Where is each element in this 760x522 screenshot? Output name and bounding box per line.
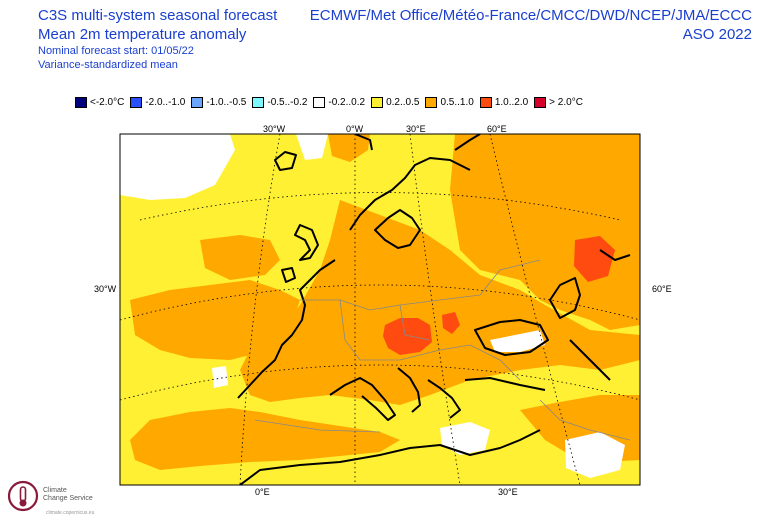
map-frame [119, 133, 641, 486]
country-borders [254, 259, 631, 441]
legend-swatch [252, 96, 265, 108]
copernicus-logo: Climate Change Service climate.copernicu… [6, 478, 116, 518]
legend-item: -1.0..-0.5 [191, 96, 247, 108]
climate-service-icon [7, 480, 39, 512]
legend-label: -1.0..-0.5 [206, 96, 247, 108]
anomaly-region-med [130, 408, 400, 470]
anomaly-region-north-atlantic [200, 235, 280, 280]
legend-label: <-2.0°C [90, 96, 125, 108]
anomaly-region-east [450, 134, 640, 330]
season-label: ASO 2022 [682, 26, 752, 43]
legend-item: 0.2..0.5 [371, 96, 420, 108]
statistic-label: Variance-standardized mean [38, 59, 178, 71]
title-block-right: ECMWF/Met Office/Météo-France/CMCC/DWD/N… [310, 6, 752, 44]
legend-swatch [371, 96, 384, 108]
legend-item: -0.5..-0.2 [252, 96, 308, 108]
lon-label-0: 0°W [346, 124, 364, 134]
legend-item: -0.2..0.2 [313, 96, 366, 108]
legend-swatch [130, 96, 143, 108]
legend-item: > 2.0°C [534, 96, 583, 108]
anomaly-region-central [240, 200, 640, 405]
logo-text: Climate Change Service [43, 487, 93, 502]
legend-item: 1.0..2.0 [479, 96, 529, 108]
neutral-patch-sw-atlantic [212, 366, 228, 388]
anomaly-hotspot-ukraine [442, 312, 460, 334]
coastlines [237, 134, 631, 485]
anomaly-hotspot-siberia [574, 236, 615, 282]
forecast-start: Nominal forecast start: 01/05/22 [38, 45, 194, 57]
lat-label-left: 30°W [94, 284, 117, 294]
anomaly-region-arctic [328, 134, 370, 162]
graticule [120, 134, 640, 485]
lon-label-30w: 30°W [263, 124, 286, 134]
neutral-patch-iceland [296, 134, 328, 160]
neutral-patch-greenland [120, 134, 235, 200]
legend-swatch [191, 96, 204, 108]
logo-footer: climate.copernicus.eu [46, 510, 95, 516]
legend-swatch [313, 96, 326, 108]
lat-label-right: 60°E [652, 284, 672, 294]
legend-swatch [425, 96, 438, 108]
legend-label: 0.5..1.0 [440, 96, 474, 108]
legend-label: -2.0..-1.0 [145, 96, 186, 108]
color-legend: <-2.0°C -2.0..-1.0 -1.0..-0.5 -0.5..-0.2 -0.… [75, 95, 589, 109]
neutral-patch-sahara [565, 432, 625, 478]
lon-label-bottom-0e: 0°E [255, 487, 270, 497]
anomaly-region-atlantic [130, 280, 300, 360]
legend-label: -0.5..-0.2 [267, 96, 308, 108]
map-variable: Mean 2m temperature anomaly [38, 26, 247, 43]
legend-label: 0.2..0.5 [386, 96, 420, 108]
systems-list: ECMWF/Met Office/Météo-France/CMCC/DWD/N… [309, 7, 752, 24]
map-title: C3S multi-system seasonal forecast [38, 7, 278, 24]
legend-label: 1.0..2.0 [494, 96, 529, 108]
legend-label: -0.2..0.2 [328, 96, 366, 108]
legend-swatch [534, 96, 547, 108]
anomaly-hotspot-central-europe [383, 318, 432, 355]
legend-label: > 2.0°C [549, 96, 583, 108]
lon-label-bottom-30e: 30°E [498, 487, 518, 497]
legend-item: 0.5..1.0 [425, 96, 474, 108]
legend-swatch [479, 96, 492, 108]
legend-item: -2.0..-1.0 [130, 96, 186, 108]
legend-swatch [75, 96, 87, 108]
lon-label-60e: 60°E [487, 124, 507, 134]
lon-label-30e: 30°E [406, 124, 426, 134]
legend-item: <-2.0°C [75, 96, 125, 108]
neutral-patch-turkey [440, 422, 490, 455]
title-block-left: C3S multi-system seasonal forecast Mean … [38, 6, 277, 72]
neutral-patch-caspian [490, 330, 545, 352]
